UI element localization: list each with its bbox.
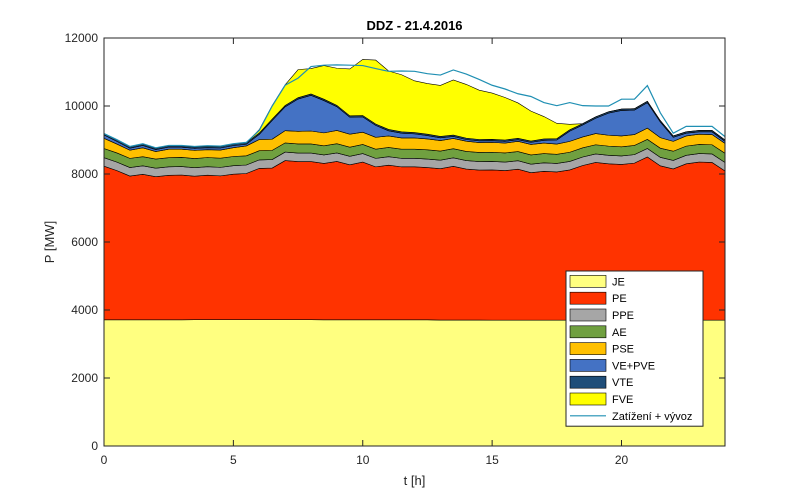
legend-swatch (569, 308, 607, 322)
legend-swatch (569, 275, 607, 288)
legend-label: FVE (612, 394, 633, 406)
legend-label: Zatížení + vývoz (612, 411, 692, 423)
legend-label: PE (612, 293, 627, 305)
legend-item-pse: PSE (569, 342, 634, 356)
legend-item-pe: PE (569, 291, 627, 305)
y-tick-label: 4000 (71, 303, 98, 317)
x-tick-label: 10 (356, 453, 370, 467)
line-zat-en-v-voz (103, 64, 726, 149)
y-axis-ticks: 0 2000 4000 6000 8000 10000 12000 (65, 31, 725, 453)
y-tick-label: 8000 (71, 167, 98, 181)
x-tick-label: 5 (230, 453, 237, 467)
legend-label: PPE (612, 310, 634, 322)
legend-item-ppe: PPE (569, 308, 634, 322)
x-tick-label: 20 (615, 453, 629, 467)
legend-item-ve-pve: VE+PVE (569, 359, 655, 372)
legend-item-vte: VTE (569, 375, 633, 389)
y-axis-title: P [MW] (42, 221, 57, 263)
legend: JE PE PPE AE PSE VE+PVE VTE FVE Zatížení + vývoz (565, 270, 704, 427)
legend-swatch (569, 375, 607, 389)
legend-label: PSE (612, 344, 634, 356)
x-tick-label: 0 (101, 453, 108, 467)
legend-swatch (569, 325, 607, 339)
legend-swatch (569, 392, 607, 406)
legend-label: AE (612, 327, 627, 339)
legend-item-fve: FVE (569, 392, 633, 406)
y-tick-label: 0 (91, 439, 98, 453)
x-axis-title: t [h] (404, 473, 426, 488)
chart-title: DDZ - 21.4.2016 (366, 18, 462, 33)
y-tick-label: 10000 (65, 99, 99, 113)
legend-label: JE (612, 276, 625, 288)
legend-label: VTE (612, 377, 633, 389)
legend-swatch (569, 359, 607, 372)
legend-item-ae: AE (569, 325, 627, 339)
x-tick-label: 15 (485, 453, 499, 467)
y-tick-label: 12000 (65, 31, 99, 45)
legend-label: VE+PVE (612, 360, 655, 372)
y-tick-label: 6000 (71, 235, 98, 249)
series-lines (103, 64, 726, 149)
legend-swatch (569, 342, 607, 355)
y-tick-label: 2000 (71, 371, 98, 385)
legend-item-zat-en-v-voz: Zatížení + vývoz (570, 411, 692, 423)
legend-item-je: JE (569, 275, 625, 288)
x-axis-ticks: 0 5 10 15 20 (101, 38, 629, 467)
legend-swatch (569, 291, 607, 305)
